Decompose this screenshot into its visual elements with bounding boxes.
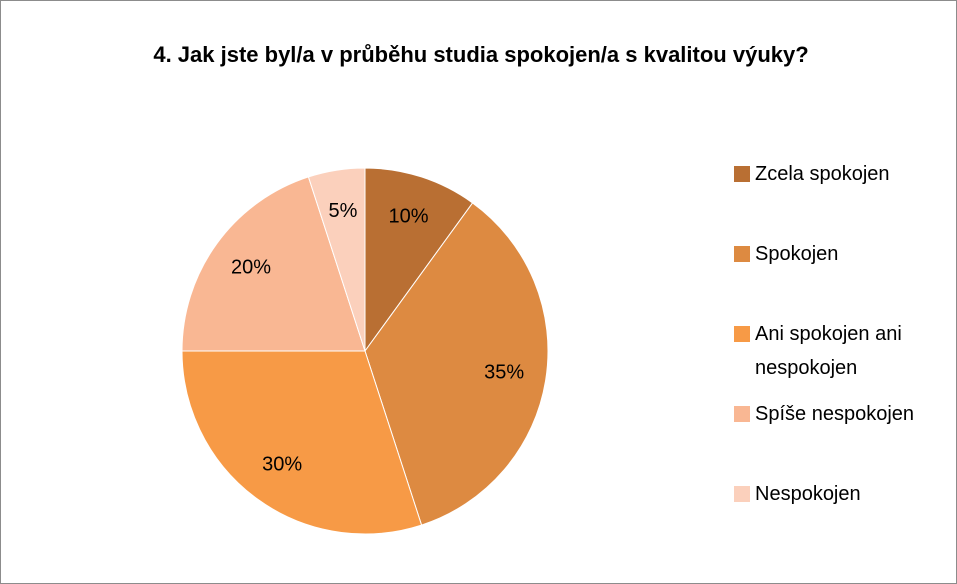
- data-label: 35%: [484, 361, 524, 383]
- legend-label: Ani spokojen ani nespokojen: [755, 323, 902, 379]
- legend-item: Nespokojen: [734, 477, 946, 511]
- legend-swatch: [734, 406, 750, 422]
- legend-item: Spíše nespokojen: [734, 397, 946, 431]
- pie-slice: [181, 350, 423, 535]
- data-label: 5%: [329, 200, 358, 222]
- legend-label: Zcela spokojen: [755, 163, 890, 185]
- legend-item: Spokojen: [734, 237, 946, 271]
- legend-swatch: [734, 326, 750, 342]
- legend-label: Spokojen: [755, 243, 839, 265]
- pie-slice: [364, 202, 549, 526]
- legend-item: Ani spokojen ani nespokojen: [734, 317, 946, 385]
- legend-item: Zcela spokojen: [734, 157, 946, 191]
- legend-swatch: [734, 486, 750, 502]
- data-label: 10%: [389, 205, 429, 227]
- legend-label: Spíše nespokojen: [755, 403, 915, 425]
- pie-slice: [181, 176, 366, 352]
- pie-slice: [307, 167, 366, 352]
- chart-title: 4. Jak jste byl/a v průběhu studia spoko…: [153, 42, 809, 67]
- data-label: 30%: [262, 453, 302, 475]
- legend-label: Nespokojen: [755, 483, 861, 505]
- data-label: 20%: [231, 256, 271, 278]
- legend-swatch: [734, 166, 750, 182]
- legend-swatch: [734, 246, 750, 262]
- pie-slice: [364, 167, 474, 353]
